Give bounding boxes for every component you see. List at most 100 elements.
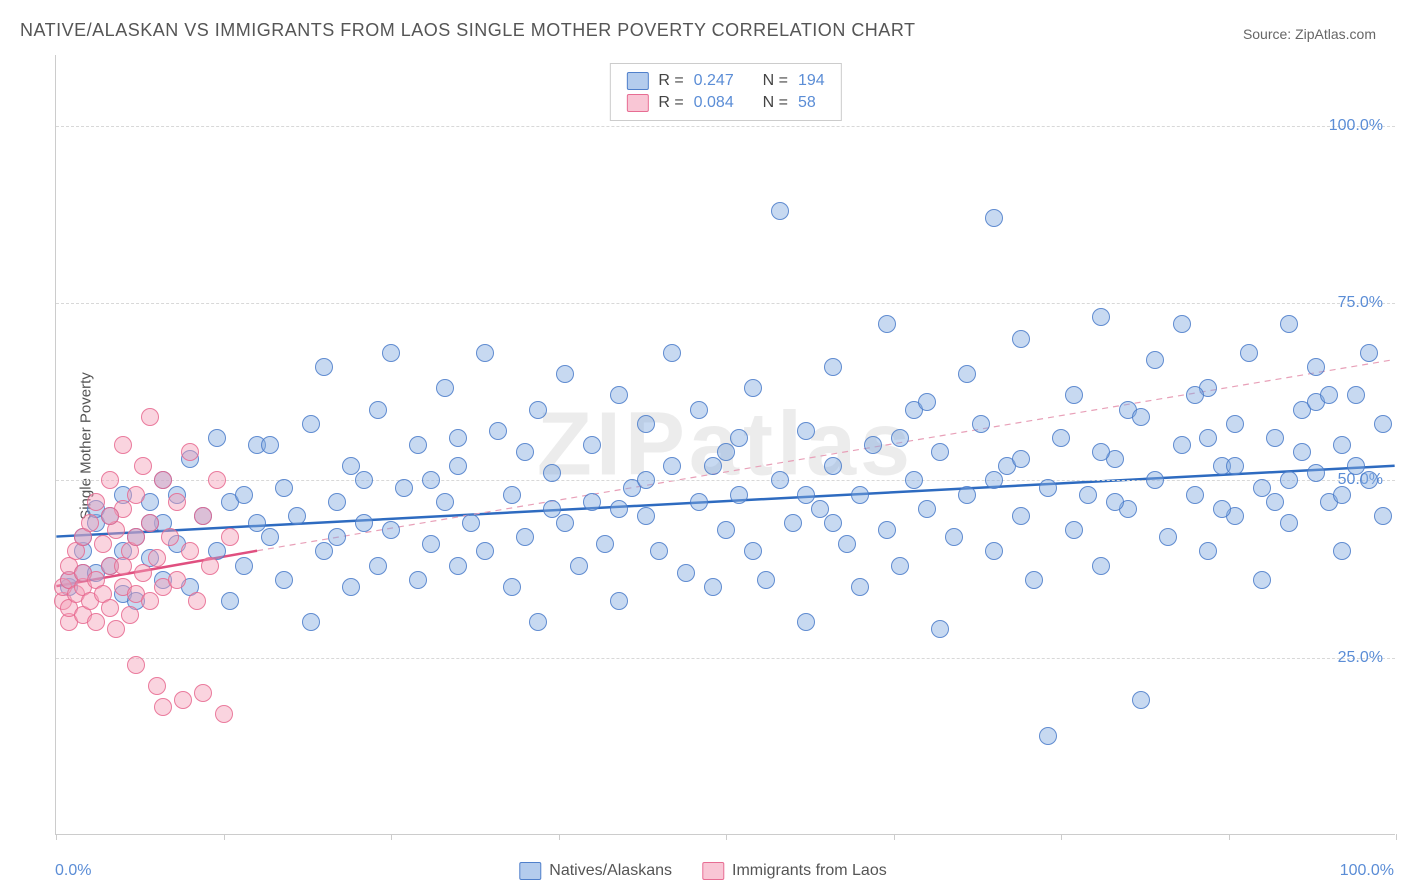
data-point [851,578,869,596]
data-point [1253,571,1271,589]
legend-row: R =0.084 N =58 [626,92,824,114]
data-point [797,613,815,631]
data-point [610,386,628,404]
data-point [958,365,976,383]
data-point [516,528,534,546]
x-tick [726,834,727,840]
x-tick [224,834,225,840]
data-point [1293,443,1311,461]
data-point [1159,528,1177,546]
data-point [985,209,1003,227]
data-point [328,528,346,546]
y-tick-label: 75.0% [1338,294,1383,312]
data-point [503,578,521,596]
data-point [409,571,427,589]
data-point [409,436,427,454]
data-point [154,471,172,489]
data-point [181,542,199,560]
data-point [141,514,159,532]
data-point [221,528,239,546]
data-point [1092,308,1110,326]
data-point [1173,436,1191,454]
data-point [1132,408,1150,426]
data-point [436,379,454,397]
data-point [663,457,681,475]
data-point [342,457,360,475]
data-point [958,486,976,504]
data-point [261,528,279,546]
data-point [476,344,494,362]
data-point [194,684,212,702]
data-point [449,557,467,575]
data-point [1173,315,1191,333]
data-point [134,457,152,475]
data-point [201,557,219,575]
data-point [1012,330,1030,348]
data-point [1106,493,1124,511]
x-axis-min-label: 0.0% [55,862,91,880]
data-point [188,592,206,610]
data-point [1186,486,1204,504]
data-point [235,486,253,504]
data-point [704,578,722,596]
data-point [811,500,829,518]
data-point [1092,557,1110,575]
data-point [1052,429,1070,447]
data-point [596,535,614,553]
data-point [905,471,923,489]
legend-swatch [519,862,541,880]
data-point [663,344,681,362]
data-point [141,408,159,426]
data-point [637,507,655,525]
data-point [851,486,869,504]
data-point [637,415,655,433]
data-point [556,514,574,532]
data-point [690,493,708,511]
data-point [476,542,494,560]
data-point [891,557,909,575]
data-point [1025,571,1043,589]
data-point [1374,415,1392,433]
data-point [1307,464,1325,482]
data-point [864,436,882,454]
data-point [570,557,588,575]
data-point [194,507,212,525]
data-point [771,471,789,489]
correlation-legend: R =0.247 N =194R =0.084 N =58 [609,63,841,121]
data-point [610,500,628,518]
data-point [168,571,186,589]
data-point [101,471,119,489]
data-point [114,436,132,454]
data-point [395,479,413,497]
data-point [610,592,628,610]
x-tick [1061,834,1062,840]
data-point [824,457,842,475]
data-point [1253,479,1271,497]
data-point [315,542,333,560]
data-point [121,606,139,624]
data-point [918,393,936,411]
data-point [677,564,695,582]
n-label: N = [763,94,788,112]
legend-row: R =0.247 N =194 [626,70,824,92]
data-point [1360,344,1378,362]
x-tick [1229,834,1230,840]
gridline [56,480,1395,481]
data-point [744,542,762,560]
data-point [161,528,179,546]
data-point [931,443,949,461]
data-point [101,507,119,525]
r-label: R = [658,72,683,90]
data-point [878,521,896,539]
data-point [1186,386,1204,404]
n-value: 194 [798,72,825,90]
data-point [1333,436,1351,454]
x-tick [1396,834,1397,840]
data-point [1213,500,1231,518]
data-point [1199,542,1217,560]
data-point [1199,429,1217,447]
data-point [797,422,815,440]
data-point [824,358,842,376]
data-point [945,528,963,546]
data-point [1226,457,1244,475]
